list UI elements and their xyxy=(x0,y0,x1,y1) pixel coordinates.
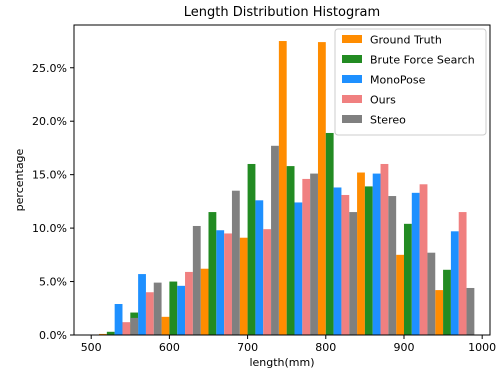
bar-monopose-bin-0 xyxy=(114,304,123,335)
bar-stereo-bin-6 xyxy=(349,212,358,335)
legend-box xyxy=(334,28,487,136)
y-tick-label: 25.0% xyxy=(32,62,67,75)
bar-ground-truth-bin-5 xyxy=(278,41,287,335)
legend-swatch-stereo xyxy=(342,115,362,123)
bar-monopose-bin-9 xyxy=(450,231,459,335)
bar-monopose-bin-7 xyxy=(372,173,381,335)
bar-stereo-bin-9 xyxy=(466,287,475,335)
bar-ground-truth-bin-7 xyxy=(357,172,365,335)
legend-swatch-monopose xyxy=(342,75,362,83)
bar-ground-truth-bin-9 xyxy=(435,290,444,335)
bar-monopose-bin-4 xyxy=(255,200,264,335)
bar-ours-bin-5 xyxy=(302,178,311,335)
y-tick-label: 20.0% xyxy=(32,115,67,128)
plot-frame xyxy=(73,24,491,336)
bar-brute-force-search-bin-3 xyxy=(208,212,217,335)
legend-swatch-ours xyxy=(342,95,362,103)
bar-ours-bin-0 xyxy=(122,322,131,335)
y-axis: 0.0% 5.0% 10.0% 15.0% 20.0% 25.0% xyxy=(32,62,74,342)
legend-swatch-ground-truth xyxy=(342,35,362,43)
bar-stereo-bin-5 xyxy=(310,173,318,335)
bar-monopose-bin-2 xyxy=(177,285,186,335)
bar-ground-truth-bin-0 xyxy=(99,333,107,335)
x-axis-label: length(mm) xyxy=(249,356,314,369)
bar-ours-bin-8 xyxy=(419,184,428,335)
legend-swatch-brute-force-search xyxy=(342,55,362,63)
bar-brute-force-search-bin-8 xyxy=(403,223,412,335)
legend-label-ground-truth: Ground Truth xyxy=(370,34,442,47)
bar-brute-force-search-bin-2 xyxy=(169,281,178,335)
plot-area xyxy=(99,41,475,335)
y-tick-label: 0.0% xyxy=(39,329,67,342)
bar-ours-bin-6 xyxy=(341,194,350,335)
bar-stereo-bin-3 xyxy=(231,190,240,335)
bar-ground-truth-bin-3 xyxy=(200,268,209,335)
bar-ours-bin-9 xyxy=(458,212,467,335)
bar-brute-force-search-bin-9 xyxy=(443,269,451,335)
legend: Ground Truth Brute Force Search MonoPose Ou… xyxy=(334,28,487,136)
bar-ours-bin-7 xyxy=(380,163,389,335)
x-tick-label: 1000 xyxy=(468,341,496,354)
chart-title: Length Distribution Histogram xyxy=(184,5,380,20)
x-tick-label: 900 xyxy=(393,341,414,354)
bar-brute-force-search-bin-4 xyxy=(247,163,256,335)
bar-brute-force-search-bin-5 xyxy=(286,166,295,335)
bar-stereo-bin-8 xyxy=(427,252,436,335)
y-axis-label: percentage xyxy=(13,148,26,211)
bar-stereo-bin-1 xyxy=(153,282,162,335)
bar-ground-truth-bin-6 xyxy=(317,42,326,335)
bar-stereo-bin-2 xyxy=(192,225,201,335)
x-tick-label: 800 xyxy=(315,341,336,354)
y-tick-label: 10.0% xyxy=(32,222,67,235)
y-tick-label: 5.0% xyxy=(39,276,67,289)
bar-monopose-bin-6 xyxy=(333,187,342,335)
legend-label-ours: Ours xyxy=(370,94,396,107)
bar-ground-truth-bin-8 xyxy=(396,254,404,335)
x-tick-label: 700 xyxy=(237,341,258,354)
bar-brute-force-search-bin-6 xyxy=(325,132,334,335)
bar-ground-truth-bin-2 xyxy=(161,316,170,335)
bar-monopose-bin-1 xyxy=(138,274,146,335)
x-tick-label: 600 xyxy=(159,341,180,354)
x-tick-label: 500 xyxy=(81,341,102,354)
bar-stereo-bin-4 xyxy=(271,145,279,335)
bar-stereo-bin-0 xyxy=(130,317,139,335)
y-tick-label: 15.0% xyxy=(32,169,67,182)
bar-ours-bin-2 xyxy=(185,271,193,335)
x-axis: 500 600 700 800 900 1000 xyxy=(81,335,496,354)
bar-monopose-bin-5 xyxy=(294,202,303,335)
bar-monopose-bin-8 xyxy=(411,192,420,335)
legend-label-brute-force-search: Brute Force Search xyxy=(370,54,475,67)
bar-brute-force-search-bin-7 xyxy=(364,186,373,335)
legend-label-monopose: MonoPose xyxy=(370,74,426,87)
bar-stereo-bin-7 xyxy=(388,196,397,335)
bar-ours-bin-4 xyxy=(263,229,272,335)
legend-label-stereo: Stereo xyxy=(370,114,406,127)
bar-ours-bin-3 xyxy=(224,233,232,335)
bar-ground-truth-bin-4 xyxy=(239,237,248,335)
bar-ours-bin-1 xyxy=(145,292,154,335)
bar-brute-force-search-bin-0 xyxy=(106,331,115,335)
bar-monopose-bin-3 xyxy=(216,230,225,335)
